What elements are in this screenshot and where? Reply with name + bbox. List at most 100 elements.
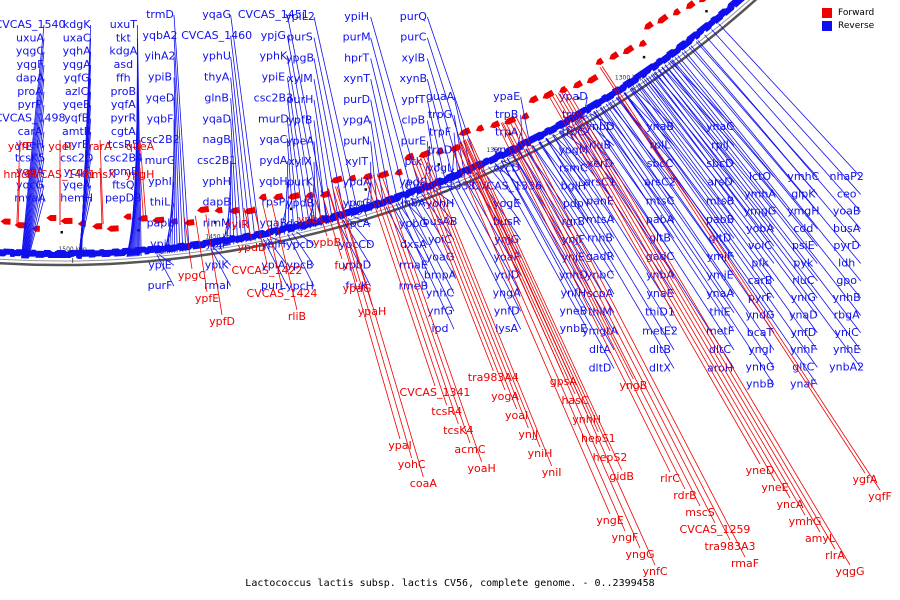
forward-gene-arrow [657, 13, 669, 24]
forward-gene-arrow [404, 152, 415, 161]
reverse-gene-label: ceo [837, 187, 857, 200]
reverse-leader-line [552, 134, 615, 221]
reverse-gene-label: thiL [150, 196, 171, 209]
forward-leader-line [565, 88, 851, 566]
reverse-gene-label: ypbG [399, 217, 428, 230]
reverse-gene-label: yqeH [16, 138, 45, 151]
forward-gene-arrow [586, 74, 599, 84]
reverse-leader-line [173, 98, 178, 253]
reverse-leader-line [697, 40, 861, 230]
forward-gene-label: rlrC [660, 472, 680, 485]
reverse-leader-line [664, 64, 861, 316]
reverse-gene-label: ymgH [787, 205, 819, 218]
reverse-leader-line [512, 154, 615, 332]
forward-gene-arrow [272, 192, 284, 201]
reverse-leader-line [495, 163, 588, 330]
forward-leader-line [468, 137, 623, 471]
reverse-leader-line [25, 118, 45, 259]
forward-leader-line [205, 214, 223, 316]
reverse-gene-label: cgtA [111, 125, 136, 138]
forward-gene-arrow [258, 193, 267, 201]
ruler-label: 1400 kbp [349, 200, 377, 207]
reverse-leader-line [210, 247, 232, 287]
reverse-leader-line [391, 204, 428, 266]
reverse-gene-label: uxuA [16, 31, 44, 44]
reverse-gene-label: trmD [146, 8, 174, 21]
reverse-leader-line [611, 99, 775, 333]
reverse-gene-label: ypiH [344, 10, 369, 23]
reverse-leader-line [305, 203, 315, 230]
reverse-gene-label: ynfG [427, 304, 453, 317]
forward-gene-label: ypgC [178, 269, 206, 282]
reverse-leader-line [531, 145, 615, 276]
forward-leader-line [420, 157, 529, 429]
reverse-leader-line [410, 197, 455, 276]
reverse-gene-label: ypiE [262, 71, 286, 84]
reverse-leader-line [630, 87, 735, 221]
reverse-leader-line [690, 45, 861, 247]
reverse-gene-label: yniG [791, 291, 816, 304]
reverse-leader-line [287, 233, 315, 287]
reverse-gene-label: yqgF [17, 58, 44, 71]
reverse-leader-line [453, 96, 473, 174]
forward-leader-line [336, 185, 424, 478]
reverse-leader-line [400, 201, 455, 312]
forward-gene-label: xylR [225, 218, 249, 231]
reverse-gene-label: yqdA [16, 165, 44, 178]
forward-gene-label: rdrB [673, 489, 696, 502]
forward-leader-line [312, 192, 328, 237]
forward-gene-label: CVCAS_1259 [680, 523, 751, 536]
reverse-leader-line [623, 92, 818, 368]
forward-gene-label: ypaH [358, 305, 387, 318]
forward-gene-arrow [287, 192, 300, 200]
reverse-leader-line [552, 134, 675, 332]
reverse-leader-line [337, 221, 372, 287]
reverse-gene-label: pyrP [18, 98, 43, 111]
reverse-gene-label: nagB [203, 133, 231, 146]
forward-leader-line [327, 188, 401, 440]
forward-gene-arrow [330, 175, 343, 184]
reverse-leader-line [230, 35, 256, 241]
reverse-leader-line [583, 96, 588, 118]
forward-gene-arrow [14, 222, 27, 229]
reverse-leader-line [445, 168, 455, 186]
reverse-gene-label: yqhA [63, 45, 91, 58]
ruler-tick [632, 85, 637, 90]
legend-label-forward: Forward [838, 8, 875, 18]
reverse-gene-label: ypfT [401, 93, 425, 106]
forward-gene-arrow [106, 225, 119, 232]
reverse-leader-line [353, 216, 371, 225]
reverse-gene-label: kdgA [109, 45, 137, 58]
reverse-leader-line [370, 37, 414, 198]
reverse-leader-line [433, 189, 455, 205]
reverse-leader-line [695, 41, 818, 178]
reverse-leader-line [617, 96, 818, 385]
forward-gene-label: yncA [776, 498, 804, 511]
forward-gene-arrow [60, 217, 73, 224]
forward-gene-label: yohC [398, 458, 426, 471]
reverse-leader-line [313, 79, 340, 222]
gene-dot [705, 9, 708, 13]
reverse-gene-label: ynhD [559, 269, 588, 282]
forward-gene-label: rmaF [731, 557, 759, 570]
reverse-gene-label: yoaB [833, 205, 861, 218]
reverse-leader-line [671, 59, 775, 178]
reverse-gene-label: ypiK [205, 258, 230, 271]
forward-leader-line [99, 139, 104, 225]
reverse-leader-line [599, 107, 775, 368]
reverse-gene-label: yqeA [63, 178, 91, 191]
forward-gene-label: tra983A3 [704, 540, 755, 553]
reverse-leader-line [342, 219, 372, 266]
reverse-gene-label: tkt [116, 31, 132, 44]
reverse-leader-line [664, 64, 775, 195]
reverse-gene-arrow [736, 0, 747, 3]
reverse-gene-label: ypiA [261, 258, 286, 271]
reverse-gene-label: CVCAS_1451 [238, 8, 309, 21]
legend: Forward Reverse [822, 8, 892, 31]
reverse-gene-label: ptk [404, 155, 422, 168]
reverse-gene-label: ipd [431, 322, 448, 335]
reverse-gene-label: rmeB [399, 279, 428, 292]
reverse-gene-label: nhaP2 [830, 170, 864, 183]
forward-gene-label: pmsX [85, 168, 116, 181]
